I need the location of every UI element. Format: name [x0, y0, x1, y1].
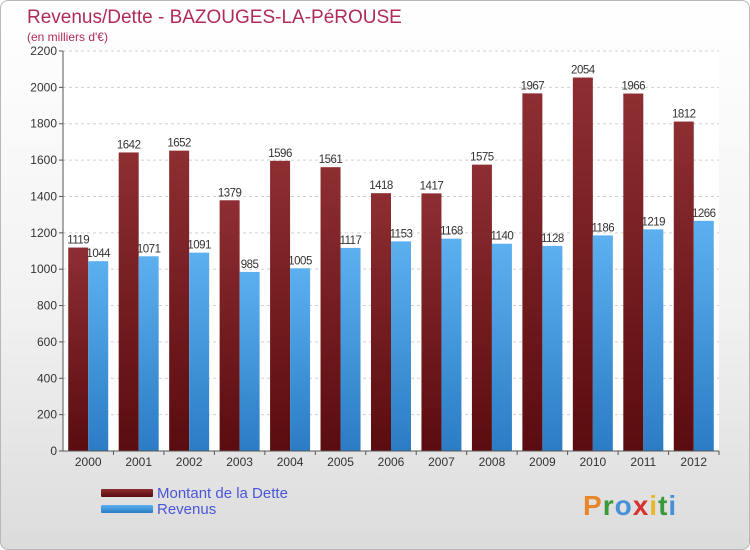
- data-label-revenus-2003: 985: [241, 259, 259, 271]
- data-label-revenus-2009: 1128: [541, 233, 564, 245]
- logo-letter-3: x: [632, 490, 650, 521]
- data-label-dette-2009: 1967: [521, 80, 545, 92]
- data-label-dette-2008: 1575: [470, 152, 494, 164]
- data-label-dette-2006: 1418: [369, 180, 393, 192]
- bar-dette-2009: [522, 93, 543, 451]
- y-tick-label-11: 2200: [30, 44, 57, 58]
- x-tick-label-2001: 2001: [125, 455, 152, 469]
- logo-letter-2: o: [614, 490, 633, 521]
- x-tick-label-2006: 2006: [378, 455, 405, 469]
- bar-revenus-2008: [491, 243, 512, 451]
- data-label-dette-2002: 1652: [167, 138, 191, 150]
- data-label-revenus-2010: 1186: [591, 222, 614, 234]
- bar-dette-2011: [623, 93, 644, 451]
- bar-revenus-2012: [693, 220, 714, 451]
- data-label-dette-2012: 1812: [672, 109, 696, 121]
- data-label-revenus-2012: 1266: [692, 208, 716, 220]
- data-label-dette-2003: 1379: [218, 187, 242, 199]
- logo-letter-6: i: [668, 490, 678, 521]
- legend-label-revenus: Revenus: [157, 500, 217, 518]
- x-tick-label-2008: 2008: [479, 455, 506, 469]
- data-label-dette-2004: 1596: [268, 148, 292, 160]
- x-tick-label-2011: 2011: [630, 455, 656, 469]
- y-tick-label-1: 200: [37, 408, 57, 422]
- data-label-revenus-2002: 1091: [187, 240, 211, 252]
- data-label-dette-2005: 1561: [319, 154, 343, 166]
- bar-revenus-2006: [391, 241, 411, 451]
- y-tick-label-2: 400: [37, 371, 57, 385]
- bar-revenus-2007: [441, 238, 462, 451]
- bar-dette-2000: [68, 247, 89, 451]
- logo-letter-4: i: [649, 490, 659, 521]
- y-tick-label-7: 1400: [30, 189, 57, 203]
- data-label-dette-2007: 1417: [420, 180, 444, 192]
- x-tick-label-2007: 2007: [428, 455, 455, 469]
- bar-dette-2008: [471, 164, 492, 452]
- bar-revenus-2003: [239, 271, 260, 451]
- data-label-revenus-2005: 1117: [340, 235, 362, 247]
- bar-dette-2003: [219, 200, 240, 451]
- data-label-revenus-2008: 1140: [491, 231, 514, 243]
- legend-swatch-dette: [101, 489, 153, 497]
- x-tick-label-2003: 2003: [226, 455, 253, 469]
- bar-revenus-2011: [643, 229, 664, 451]
- y-tick-label-9: 1800: [30, 117, 57, 131]
- x-tick-label-2010: 2010: [579, 455, 606, 469]
- x-tick-label-2004: 2004: [277, 455, 304, 469]
- chart-title: Revenus/Dette - BAZOUGES-LA-PéROUSE: [27, 7, 402, 28]
- chart-subtitle: (en milliers d'€): [27, 30, 108, 44]
- x-tick-label-2005: 2005: [327, 455, 354, 469]
- bar-revenus-2001: [138, 256, 159, 451]
- y-tick-label-4: 800: [37, 299, 57, 313]
- logo-letter-5: t: [658, 490, 669, 521]
- bar-revenus-2004: [290, 268, 311, 451]
- logo-letter-1: r: [602, 490, 615, 521]
- bar-dette-2002: [169, 150, 190, 452]
- y-tick-label-3: 600: [37, 335, 57, 349]
- y-tick-label-0: 0: [50, 444, 57, 458]
- x-tick-label-2002: 2002: [176, 455, 203, 469]
- data-label-dette-2010: 2054: [571, 65, 596, 77]
- data-label-revenus-2011: 1219: [642, 216, 666, 228]
- bar-revenus-2002: [189, 252, 210, 451]
- bar-revenus-2009: [542, 245, 563, 451]
- legend-label-dette: Montant de la Dette: [157, 484, 288, 502]
- x-tick-label-2000: 2000: [75, 455, 102, 469]
- bar-dette-2010: [572, 77, 593, 451]
- y-tick-label-10: 2000: [30, 80, 57, 94]
- bar-revenus-2000: [88, 261, 109, 451]
- data-label-revenus-2004: 1005: [288, 255, 312, 267]
- bar-dette-2004: [270, 160, 291, 451]
- legend-item-dette: Montant de la Dette: [101, 485, 288, 501]
- legend-item-revenus: Revenus: [101, 501, 216, 517]
- x-tick-label-2012: 2012: [680, 455, 707, 469]
- data-label-dette-2000: 1119: [67, 235, 89, 247]
- y-tick-label-6: 1200: [30, 226, 57, 240]
- y-tick-label-8: 1600: [30, 153, 57, 167]
- bar-dette-2006: [371, 193, 391, 451]
- bar-dette-2007: [421, 193, 442, 451]
- bar-dette-2005: [320, 167, 341, 451]
- data-label-revenus-2000: 1044: [86, 248, 111, 260]
- proxiti-logo: Proxiti: [583, 490, 677, 522]
- data-label-dette-2011: 1966: [622, 81, 646, 93]
- legend-swatch-revenus: [101, 505, 153, 513]
- data-label-revenus-2007: 1168: [440, 226, 463, 238]
- bar-dette-2012: [673, 121, 694, 451]
- x-tick-label-2009: 2009: [529, 455, 556, 469]
- bar-revenus-2005: [340, 247, 361, 451]
- bar-revenus-2010: [592, 235, 613, 451]
- data-label-revenus-2006: 1153: [390, 228, 413, 240]
- y-tick-label-5: 1000: [30, 262, 57, 276]
- data-label-revenus-2001: 1071: [137, 243, 161, 255]
- bar-dette-2001: [118, 152, 139, 452]
- logo-letter-0: P: [583, 490, 603, 521]
- data-label-dette-2001: 1642: [117, 139, 141, 151]
